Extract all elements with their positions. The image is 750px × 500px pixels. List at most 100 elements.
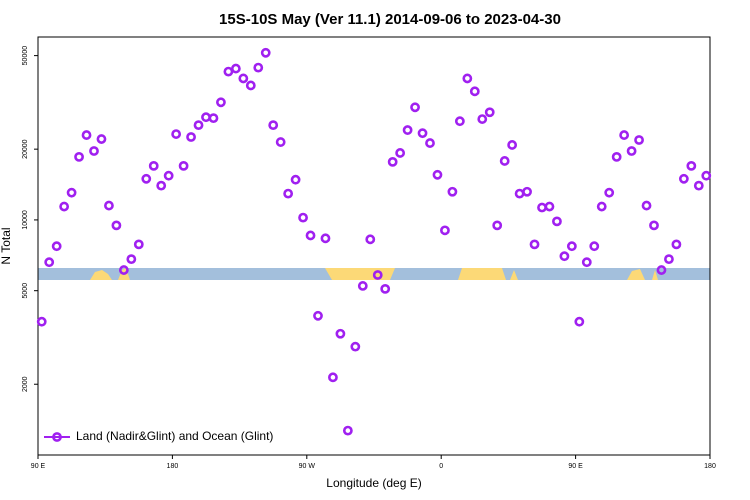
point <box>350 341 361 352</box>
point <box>230 63 241 74</box>
point <box>477 114 488 124</box>
x-tick-label: 90 W <box>299 463 316 470</box>
x-tick-label: 0 <box>439 463 443 470</box>
point <box>193 120 204 131</box>
point <box>596 201 607 212</box>
point <box>89 146 99 156</box>
point <box>96 134 107 144</box>
point <box>402 125 413 135</box>
point <box>664 254 674 265</box>
point <box>81 130 92 140</box>
point <box>701 170 712 181</box>
point <box>372 270 383 280</box>
point <box>454 116 465 127</box>
point <box>357 281 368 291</box>
point <box>44 257 55 268</box>
point <box>313 310 323 321</box>
point <box>163 170 174 181</box>
point <box>671 239 682 250</box>
point <box>74 151 84 162</box>
point <box>589 241 600 252</box>
point <box>469 86 480 97</box>
x-tick-label: 90 E <box>568 463 583 470</box>
point <box>51 241 62 252</box>
point <box>111 220 122 231</box>
point <box>619 130 630 140</box>
x-axis-label: Longitude (deg E) <box>326 476 421 490</box>
point <box>484 107 495 118</box>
x-tick-label: 180 <box>704 463 716 470</box>
point <box>656 265 667 275</box>
point <box>66 187 77 198</box>
point <box>611 151 622 162</box>
point <box>410 102 420 113</box>
point <box>253 62 264 73</box>
point <box>335 328 346 339</box>
point <box>380 283 391 294</box>
y-tick-label: 20000 <box>22 139 29 159</box>
point <box>283 188 294 199</box>
point <box>118 265 129 275</box>
point <box>395 148 406 158</box>
x-tick-label: 180 <box>167 463 179 470</box>
y-tick-label: 10000 <box>22 210 29 230</box>
point <box>36 316 47 327</box>
point <box>678 173 689 184</box>
point <box>126 254 137 265</box>
point <box>275 137 286 147</box>
x-tick-label: 90 E <box>31 463 46 470</box>
land-patch <box>325 268 395 280</box>
point <box>425 138 435 148</box>
point <box>693 180 704 191</box>
point <box>462 73 473 84</box>
point <box>432 169 443 180</box>
point <box>305 230 316 241</box>
point <box>626 146 637 156</box>
point <box>686 160 697 171</box>
land-patch <box>510 270 518 280</box>
point <box>186 132 196 142</box>
point <box>387 156 398 167</box>
legend-label: Land (Nadir&Glint) and Ocean (Glint) <box>76 429 273 443</box>
point <box>223 66 234 77</box>
point <box>649 220 659 231</box>
point <box>238 73 249 84</box>
point <box>574 316 585 327</box>
point <box>447 186 458 197</box>
point <box>216 97 226 108</box>
land-patch <box>627 269 645 280</box>
point <box>507 140 518 150</box>
land-patch <box>90 270 112 280</box>
point <box>178 160 189 171</box>
point <box>559 251 570 262</box>
y-axis-label: N Total <box>0 227 13 264</box>
point <box>492 220 503 231</box>
point <box>148 160 159 171</box>
point <box>171 129 182 139</box>
plot-frame <box>37 36 711 456</box>
point <box>604 187 615 198</box>
point <box>320 233 331 244</box>
point <box>552 216 562 227</box>
point <box>133 239 144 250</box>
point <box>298 212 308 223</box>
point <box>328 372 338 383</box>
point <box>268 120 279 131</box>
legend-marker <box>52 432 62 442</box>
chart-title: 15S-10S May (Ver 11.1) 2014-09-06 to 202… <box>219 11 561 28</box>
point <box>260 47 271 58</box>
point <box>290 174 301 185</box>
point <box>245 80 256 91</box>
point <box>641 200 652 211</box>
land-patch <box>652 270 658 280</box>
point <box>499 156 510 166</box>
point <box>544 201 555 212</box>
land-patch <box>458 268 506 280</box>
point <box>566 241 577 252</box>
y-tick-label: 2000 <box>22 376 29 392</box>
point <box>156 180 167 191</box>
point <box>141 173 152 184</box>
y-tick-label: 50000 <box>22 46 29 66</box>
